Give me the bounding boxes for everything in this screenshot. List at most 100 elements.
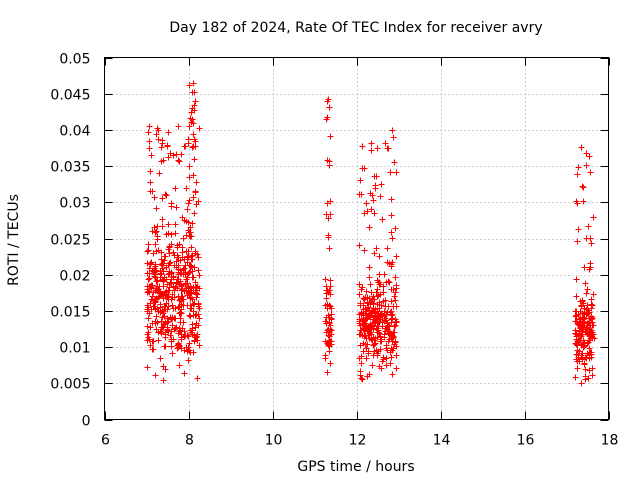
data-point	[326, 320, 333, 327]
data-point	[169, 314, 176, 321]
data-point	[376, 299, 383, 306]
data-point	[147, 179, 154, 186]
data-point	[580, 198, 587, 205]
data-point	[378, 181, 385, 188]
data-point	[185, 200, 192, 207]
data-point	[164, 281, 171, 288]
data-point	[583, 150, 590, 157]
data-point	[160, 291, 167, 298]
data-point	[157, 355, 164, 362]
data-point	[155, 136, 162, 143]
data-point	[151, 194, 158, 201]
x-tick-label: 8	[185, 433, 194, 449]
data-point	[163, 192, 170, 199]
data-point	[146, 138, 153, 145]
data-point	[371, 337, 378, 344]
data-point	[190, 274, 197, 281]
data-point	[159, 223, 166, 230]
data-point	[153, 278, 160, 285]
data-point	[196, 315, 203, 322]
data-point	[153, 313, 160, 320]
data-point	[360, 295, 367, 302]
data-point	[382, 297, 389, 304]
data-point	[578, 144, 585, 151]
data-point	[195, 254, 202, 261]
data-point	[147, 260, 154, 267]
data-point	[373, 245, 380, 252]
data-point	[362, 332, 369, 339]
data-point	[574, 200, 581, 207]
data-point	[361, 210, 368, 217]
data-point	[374, 318, 381, 325]
data-point	[176, 297, 183, 304]
data-point	[374, 286, 381, 293]
chart-title: Day 182 of 2024, Rate Of TEC Index for r…	[169, 20, 542, 36]
data-point	[151, 303, 158, 310]
x-tick-label: 10	[265, 433, 283, 449]
data-point	[574, 238, 581, 245]
data-point	[187, 349, 194, 356]
data-point	[574, 338, 581, 345]
data-point	[368, 140, 375, 147]
data-point	[327, 360, 334, 367]
data-point	[185, 344, 192, 351]
data-point	[359, 143, 366, 150]
data-point	[177, 278, 184, 285]
data-point	[365, 327, 372, 334]
data-point	[168, 231, 175, 238]
data-point	[159, 137, 166, 144]
data-point	[151, 273, 158, 280]
data-point	[160, 310, 167, 317]
data-point	[384, 245, 391, 252]
data-point	[147, 168, 154, 175]
data-point	[184, 206, 191, 213]
data-point	[393, 343, 400, 350]
data-point	[583, 235, 590, 242]
data-point	[574, 365, 581, 372]
data-point	[189, 220, 196, 227]
data-point	[149, 346, 156, 353]
data-point	[378, 310, 385, 317]
data-point	[159, 324, 166, 331]
data-point	[326, 245, 333, 252]
data-point	[388, 354, 395, 361]
data-point	[574, 347, 581, 354]
data-point	[358, 375, 365, 382]
data-point	[144, 364, 151, 371]
data-point	[356, 355, 363, 362]
data-point	[144, 306, 151, 313]
data-point	[379, 358, 386, 365]
data-point	[170, 336, 177, 343]
data-point	[169, 350, 176, 357]
data-point	[363, 200, 370, 207]
data-point	[161, 276, 168, 283]
data-point	[153, 131, 160, 138]
data-point	[366, 224, 373, 231]
data-point	[192, 250, 199, 257]
data-point	[155, 329, 162, 336]
data-point	[188, 109, 195, 116]
data-point	[327, 277, 334, 284]
data-point	[356, 291, 363, 298]
data-point	[186, 123, 193, 130]
data-point	[159, 260, 166, 267]
data-point	[166, 270, 173, 277]
data-point	[168, 241, 175, 248]
data-point	[372, 185, 379, 192]
data-point	[579, 356, 586, 363]
data-point	[368, 147, 375, 154]
data-point	[362, 341, 369, 348]
data-point	[356, 281, 363, 288]
data-point	[148, 259, 155, 266]
data-point	[167, 332, 174, 339]
data-point	[186, 82, 193, 89]
data-point	[325, 342, 332, 349]
x-tick-label: 6	[101, 433, 110, 449]
data-point	[388, 308, 395, 315]
data-point	[324, 114, 331, 121]
data-point	[148, 296, 155, 303]
data-point	[152, 306, 159, 313]
data-point	[191, 300, 198, 307]
data-point	[146, 123, 153, 130]
data-point	[144, 323, 151, 330]
